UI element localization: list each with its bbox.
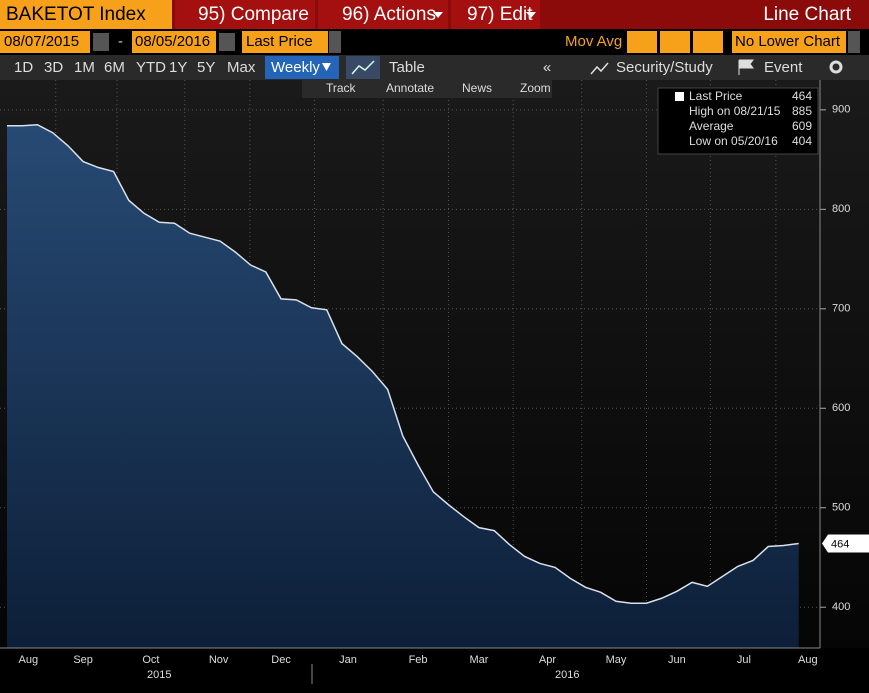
edit: 97) Edit (467, 4, 533, 25)
period[interactable]: 6M (104, 59, 125, 76)
x-tick-label: Jun (668, 654, 686, 666)
chart-icon (351, 60, 375, 75)
last-price-label: 464 (831, 538, 849, 550)
table[interactable]: Table (389, 59, 425, 76)
period-bar (0, 55, 869, 80)
x-tick-label: Nov (209, 654, 229, 666)
tool[interactable]: Annotate (386, 81, 434, 95)
period[interactable]: 3D (44, 59, 63, 76)
mov-box[interactable] (660, 31, 690, 53)
x-tick-label: Aug (19, 654, 39, 666)
y-tick-label: 800 (832, 203, 850, 215)
lower-box[interactable] (732, 31, 846, 53)
edit-btn[interactable] (451, 0, 540, 29)
legend-value: 609 (792, 119, 812, 133)
compare-btn[interactable] (175, 0, 315, 29)
legend-swatch (675, 92, 684, 101)
legend-value: 885 (792, 104, 812, 118)
dropdown-arrow (526, 12, 536, 18)
start-box[interactable] (0, 31, 90, 53)
x-tick-label: Jan (339, 654, 357, 666)
line (7, 124, 799, 604)
start-date: 08/07/2015 (4, 33, 79, 50)
flag-icon (738, 59, 754, 75)
tool[interactable]: Track (326, 81, 357, 95)
year-label: 2015 (147, 669, 171, 681)
period[interactable]: 1D (14, 59, 33, 76)
tool[interactable]: Zoom (520, 81, 551, 95)
y-tick-label: 700 (832, 303, 850, 315)
dropdown-arrow (322, 63, 331, 71)
mov-box[interactable] (693, 31, 723, 53)
lower-dropdown[interactable] (848, 31, 860, 53)
x-tick-label: Apr (539, 654, 556, 666)
tool[interactable]: News (462, 81, 492, 95)
x-tick-label: Sep (73, 654, 93, 666)
x-axis-bg (0, 648, 869, 688)
field: Last Price (246, 33, 313, 50)
end-date: 08/05/2016 (135, 33, 210, 50)
lower-chart: No Lower Chart (735, 33, 841, 50)
y-tick-label: 400 (832, 601, 850, 613)
x-tick-label: May (606, 654, 627, 666)
x-tick-label: Oct (142, 654, 159, 666)
x-tick-label: Mar (469, 654, 488, 666)
calendar-icon[interactable] (93, 33, 109, 51)
legend-label: Low on 05/20/16 (689, 134, 778, 148)
legend-label: Last Price (689, 89, 743, 103)
compare: 95) Compare (198, 4, 309, 25)
period[interactable]: YTD (136, 59, 166, 76)
last-price-tag (822, 534, 869, 553)
calendar-icon[interactable] (219, 33, 235, 51)
field-box[interactable] (242, 31, 328, 53)
period[interactable]: 1M (74, 59, 95, 76)
legend-value: 464 (792, 89, 812, 103)
area (7, 124, 799, 649)
settings-icon[interactable] (829, 60, 843, 74)
actions-btn[interactable] (318, 0, 448, 29)
year-label: 2016 (555, 669, 579, 681)
x-tick-label: Aug (798, 654, 818, 666)
chart-kind: Line Chart (763, 4, 851, 25)
period[interactable]: 1Y (169, 59, 187, 76)
end-box[interactable] (132, 31, 216, 53)
legend-label: Average (689, 119, 734, 133)
collapse[interactable]: « (543, 59, 551, 76)
period[interactable]: 5Y (197, 59, 215, 76)
legend-label: High on 08/21/15 (689, 104, 781, 118)
ticker-box[interactable] (0, 0, 172, 29)
security-study[interactable]: Security/Study (616, 59, 713, 76)
actions: 96) Actions (342, 4, 436, 25)
tools-bar (302, 80, 552, 98)
dash: - (118, 33, 123, 50)
event[interactable]: Event (764, 59, 803, 76)
x-tick-label: Dec (271, 654, 291, 666)
legend-value: 404 (792, 134, 812, 148)
mov-box[interactable] (627, 31, 657, 53)
dropdown-arrow (433, 12, 443, 18)
y-tick-label: 500 (832, 502, 850, 514)
y-tick-label: 900 (832, 104, 850, 116)
mov-avg: Mov Avg (565, 33, 622, 50)
study-icon (590, 62, 609, 75)
field-dropdown[interactable] (329, 31, 341, 53)
y-tick-label: 600 (832, 402, 850, 414)
chart-icon-btn[interactable] (346, 56, 380, 79)
x-tick-label: Jul (737, 654, 751, 666)
weekly-btn[interactable] (265, 56, 339, 79)
legend-box (657, 87, 819, 155)
frequency: Weekly (271, 59, 320, 76)
x-tick-label: Feb (409, 654, 428, 666)
ticker: BAKETOT Index (6, 4, 146, 25)
period[interactable]: Max (227, 59, 256, 76)
